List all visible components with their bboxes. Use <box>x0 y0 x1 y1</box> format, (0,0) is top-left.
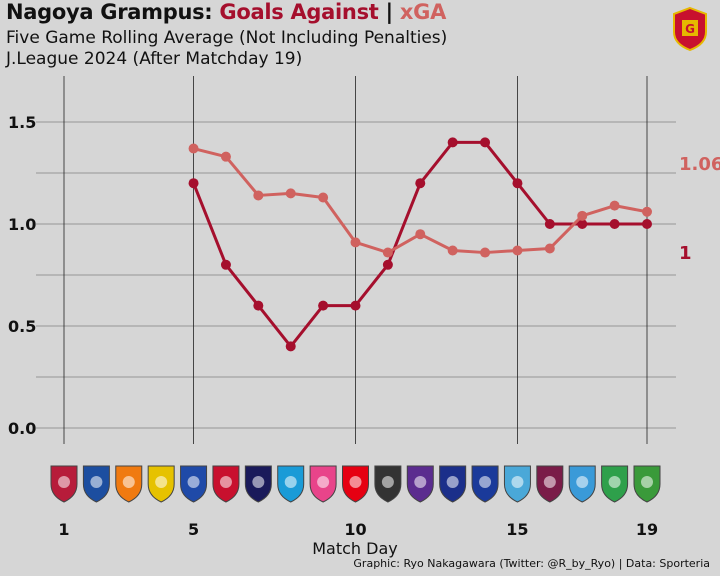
ga-point <box>350 300 361 311</box>
ga-point <box>642 219 652 229</box>
title-goals-against: Goals Against <box>219 0 379 24</box>
niigata-badge-emblem <box>122 476 135 488</box>
title-team: Nagoya Grampus: <box>6 0 213 24</box>
y-tick-label: 0.5 <box>8 317 36 336</box>
kawasaki-badge-emblem <box>576 476 589 488</box>
ga-point <box>577 219 588 229</box>
xga-point <box>447 245 458 256</box>
ga-point <box>318 300 329 311</box>
sagan-badge-emblem <box>511 476 524 488</box>
xga-point <box>220 151 231 162</box>
xga-point <box>285 188 296 199</box>
title-xga: xGA <box>399 0 447 24</box>
kashiwa-badge-emblem <box>155 476 168 488</box>
x-tick-label: 1 <box>58 520 69 539</box>
x-axis-label: Match Day <box>312 539 398 558</box>
xga-point <box>188 143 199 154</box>
xga-point <box>512 245 523 256</box>
y-tick-label: 1.0 <box>8 215 36 234</box>
title-separator: | <box>385 0 394 24</box>
ga-point <box>220 259 231 270</box>
chart-subtitle: Five Game Rolling Average (Not Including… <box>6 28 448 48</box>
chart-title: Nagoya Grampus: Goals Against | xGA <box>6 0 446 24</box>
cerezo-badge-emblem <box>317 476 330 488</box>
yokohama-fm-badge-emblem <box>187 476 200 488</box>
verdy-badge-emblem <box>641 476 653 488</box>
ga-point <box>480 137 491 148</box>
xga-point <box>642 206 652 217</box>
nagoya-crest-icon: G <box>673 6 707 52</box>
kobe-badge-emblem <box>381 476 394 488</box>
xga-point <box>415 229 426 240</box>
chart-subtitle-season: J.League 2024 (After Matchday 19) <box>6 49 303 69</box>
x-tick-label: 10 <box>344 520 366 539</box>
svg-text:G: G <box>685 22 695 36</box>
xga-point <box>350 237 361 248</box>
ga-point <box>188 178 199 189</box>
xga-point <box>480 247 491 258</box>
hiroshima-badge-emblem <box>414 476 427 488</box>
ga-point <box>447 137 458 148</box>
fukuoka-badge-emblem <box>252 476 265 488</box>
x-tick-label: 15 <box>506 520 528 539</box>
machida-badge-emblem <box>90 476 103 488</box>
ga-point <box>285 341 296 352</box>
xga-point <box>253 190 264 201</box>
y-tick-label: 1.5 <box>8 113 36 132</box>
kashima-badge-emblem <box>58 476 70 488</box>
xga-point <box>609 200 620 211</box>
xga-point <box>318 192 329 203</box>
ga-point <box>512 178 523 189</box>
xga-point <box>577 210 588 221</box>
x-tick-label: 19 <box>636 520 658 539</box>
urawa-badge-emblem <box>349 476 362 488</box>
tokyo-badge-emblem <box>479 476 492 488</box>
x-tick-label: 5 <box>188 520 199 539</box>
xga-point <box>382 247 393 258</box>
ga-point <box>544 219 555 229</box>
credit-line: Graphic: Ryo Nakagawara (Twitter: @R_by_… <box>353 557 710 570</box>
ga-point <box>382 259 393 270</box>
ga-point <box>253 300 264 311</box>
kyoto-badge-emblem <box>543 476 556 488</box>
ga-point <box>609 219 620 229</box>
ga-point <box>415 178 426 189</box>
xga-end-label: 1.06 <box>679 154 720 175</box>
ga-end-label: 1 <box>679 243 692 264</box>
gamba-badge-emblem <box>446 476 459 488</box>
xga-point <box>544 243 555 254</box>
iwata-badge-emblem <box>284 476 297 488</box>
shonan-badge-emblem <box>608 476 621 488</box>
y-tick-label: 0.0 <box>8 419 36 438</box>
sapporo-badge-emblem <box>219 476 232 488</box>
